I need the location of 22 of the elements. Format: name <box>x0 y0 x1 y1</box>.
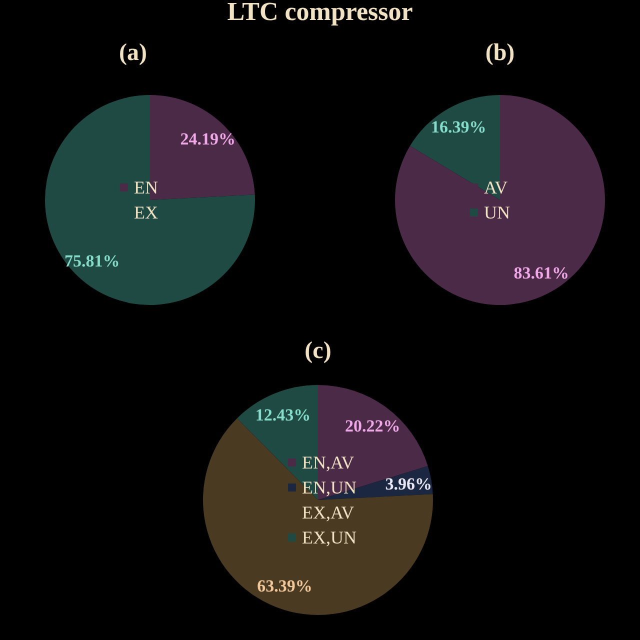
chart-subtitle: (a) <box>119 40 147 66</box>
legend-label: EN <box>134 178 158 198</box>
legend-label: EX,UN <box>302 528 356 548</box>
data-label: 83.61% <box>514 264 569 283</box>
legend-label: EN,AV <box>302 452 354 472</box>
legend-label: EN,UN <box>302 478 356 498</box>
data-label: 3.96% <box>385 474 432 494</box>
data-label: 20.22% <box>344 416 400 436</box>
legend-label: AV <box>484 178 508 198</box>
legend-label: UN <box>484 202 510 222</box>
chart-title: (b) <box>485 40 515 66</box>
data-label: 12.43% <box>255 405 311 424</box>
text: LTC compressor <box>227 0 413 26</box>
slice-label: EX,AV <box>302 502 354 522</box>
data-label: 75.81% <box>64 251 120 270</box>
chart-title: (c) <box>304 338 332 364</box>
slice-label: EX <box>134 202 158 222</box>
pie-slice <box>45 95 255 305</box>
pie-slice <box>395 95 605 305</box>
data-label: 16.39% <box>431 117 486 136</box>
data-label: 24.19% <box>180 130 236 149</box>
data-label: 63.39% <box>257 576 312 596</box>
